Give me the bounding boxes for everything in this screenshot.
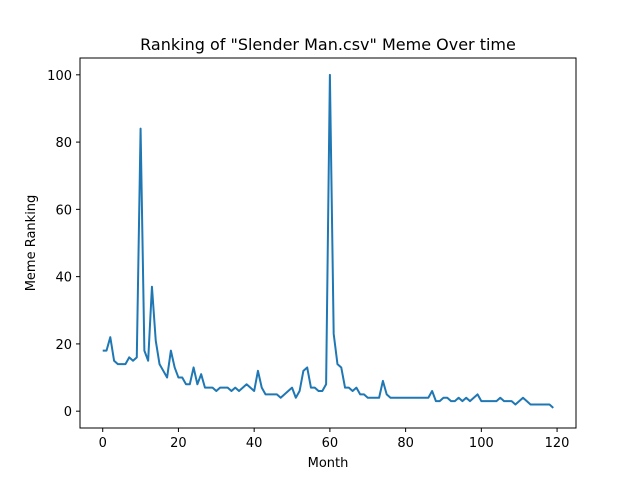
y-tick-label: 40 — [55, 271, 72, 286]
x-tick-label: 0 — [99, 436, 107, 451]
y-tick-label: 60 — [55, 203, 72, 218]
y-tick-label: 20 — [55, 338, 72, 353]
x-tick-label: 80 — [397, 436, 414, 451]
x-axis: 0 20 40 60 80 100 120 — [99, 428, 570, 451]
chart-title: Ranking of "Slender Man.csv" Meme Over t… — [140, 35, 516, 54]
y-tick-label: 0 — [64, 405, 72, 420]
y-axis: 0 20 40 60 80 100 — [47, 69, 80, 420]
series-line-0 — [102, 73, 554, 409]
x-tick-label: 100 — [469, 436, 494, 451]
x-tick-label: 120 — [545, 436, 570, 451]
plot-area — [102, 73, 554, 409]
x-tick-label: 40 — [246, 436, 263, 451]
x-tick-label: 60 — [322, 436, 339, 451]
plot-frame — [79, 57, 577, 429]
y-tick-label: 100 — [47, 69, 72, 84]
y-axis-label: Meme Ranking — [24, 195, 39, 292]
x-axis-label: Month — [308, 456, 349, 471]
y-tick-label: 80 — [55, 136, 72, 151]
x-tick-label: 20 — [170, 436, 187, 451]
